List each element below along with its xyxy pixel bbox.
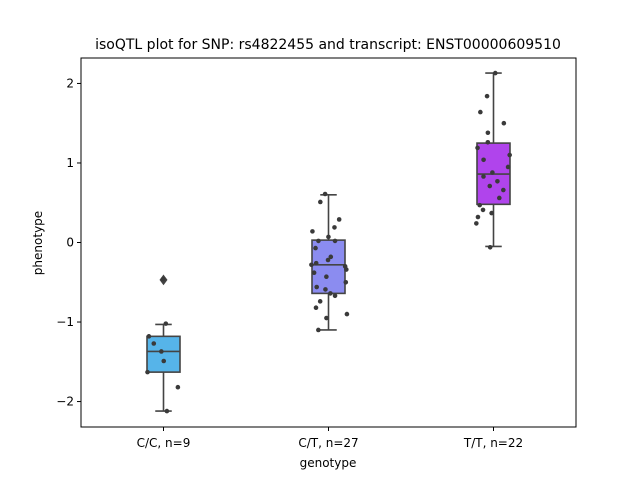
data-point bbox=[487, 183, 493, 189]
data-point bbox=[507, 152, 512, 158]
data-point bbox=[332, 238, 338, 244]
data-point bbox=[160, 276, 166, 282]
y-tick-label: −1 bbox=[56, 315, 74, 329]
data-point bbox=[326, 234, 331, 240]
data-point bbox=[151, 341, 157, 346]
data-point bbox=[332, 293, 338, 299]
data-point bbox=[490, 170, 495, 175]
data-point bbox=[485, 139, 491, 145]
data-point bbox=[314, 284, 320, 290]
data-point bbox=[474, 221, 479, 226]
x-tick-label: T/T, n=22 bbox=[463, 436, 523, 450]
data-point bbox=[318, 199, 323, 205]
data-point bbox=[495, 178, 500, 184]
data-point bbox=[159, 349, 164, 354]
data-point bbox=[311, 270, 317, 276]
data-point bbox=[481, 157, 486, 163]
data-point bbox=[489, 210, 494, 216]
data-point bbox=[344, 267, 349, 272]
data-point bbox=[475, 145, 480, 151]
y-tick-label: −2 bbox=[56, 395, 74, 409]
y-axis-ticks: −2 −1 0 1 2 bbox=[56, 76, 81, 409]
data-point bbox=[161, 358, 167, 364]
data-point bbox=[477, 202, 482, 208]
data-point bbox=[316, 238, 321, 244]
data-point bbox=[146, 334, 152, 339]
data-point bbox=[145, 369, 150, 375]
y-tick-label: 1 bbox=[66, 156, 74, 170]
data-point bbox=[484, 93, 490, 99]
box-iqr bbox=[146, 335, 181, 373]
box-group bbox=[145, 274, 181, 414]
data-point bbox=[485, 130, 491, 136]
x-tick-label: C/T, n=27 bbox=[298, 436, 358, 450]
box-group bbox=[309, 191, 350, 333]
data-point bbox=[325, 257, 331, 263]
plot-area bbox=[145, 70, 512, 414]
x-axis-label: genotype bbox=[300, 456, 357, 470]
data-point bbox=[163, 321, 169, 326]
data-point bbox=[313, 245, 318, 251]
chart-title: isoQTL plot for SNP: rs4822455 and trans… bbox=[95, 37, 561, 53]
y-tick-label: 2 bbox=[66, 76, 74, 90]
data-point bbox=[344, 311, 350, 317]
x-tick-label: C/C, n=9 bbox=[137, 436, 191, 450]
y-axis-label: phenotype bbox=[31, 211, 45, 275]
y-tick-label: 0 bbox=[66, 236, 74, 250]
box-group bbox=[474, 70, 512, 250]
data-point bbox=[475, 214, 481, 220]
data-point bbox=[324, 315, 329, 321]
data-point bbox=[505, 164, 511, 170]
data-point bbox=[492, 70, 498, 76]
data-point bbox=[336, 217, 342, 222]
data-point bbox=[322, 191, 328, 197]
data-point bbox=[478, 109, 483, 115]
data-point bbox=[323, 287, 328, 292]
x-axis-ticks: C/C, n=9 C/T, n=27 T/T, n=22 bbox=[137, 427, 523, 450]
data-point bbox=[481, 174, 486, 179]
data-point bbox=[316, 327, 321, 333]
data-point bbox=[313, 260, 319, 266]
data-point bbox=[324, 274, 329, 279]
data-point bbox=[343, 279, 349, 285]
data-point bbox=[313, 305, 319, 311]
data-point bbox=[328, 291, 333, 296]
data-point bbox=[309, 262, 314, 268]
data-point bbox=[310, 229, 315, 234]
data-point bbox=[501, 120, 507, 126]
data-point bbox=[328, 254, 334, 260]
data-point bbox=[487, 244, 493, 250]
data-point bbox=[496, 195, 502, 201]
data-point bbox=[480, 207, 486, 213]
data-point bbox=[317, 299, 323, 304]
data-point bbox=[332, 225, 337, 230]
data-point bbox=[175, 384, 181, 390]
data-point bbox=[501, 187, 506, 193]
data-point bbox=[164, 408, 170, 414]
